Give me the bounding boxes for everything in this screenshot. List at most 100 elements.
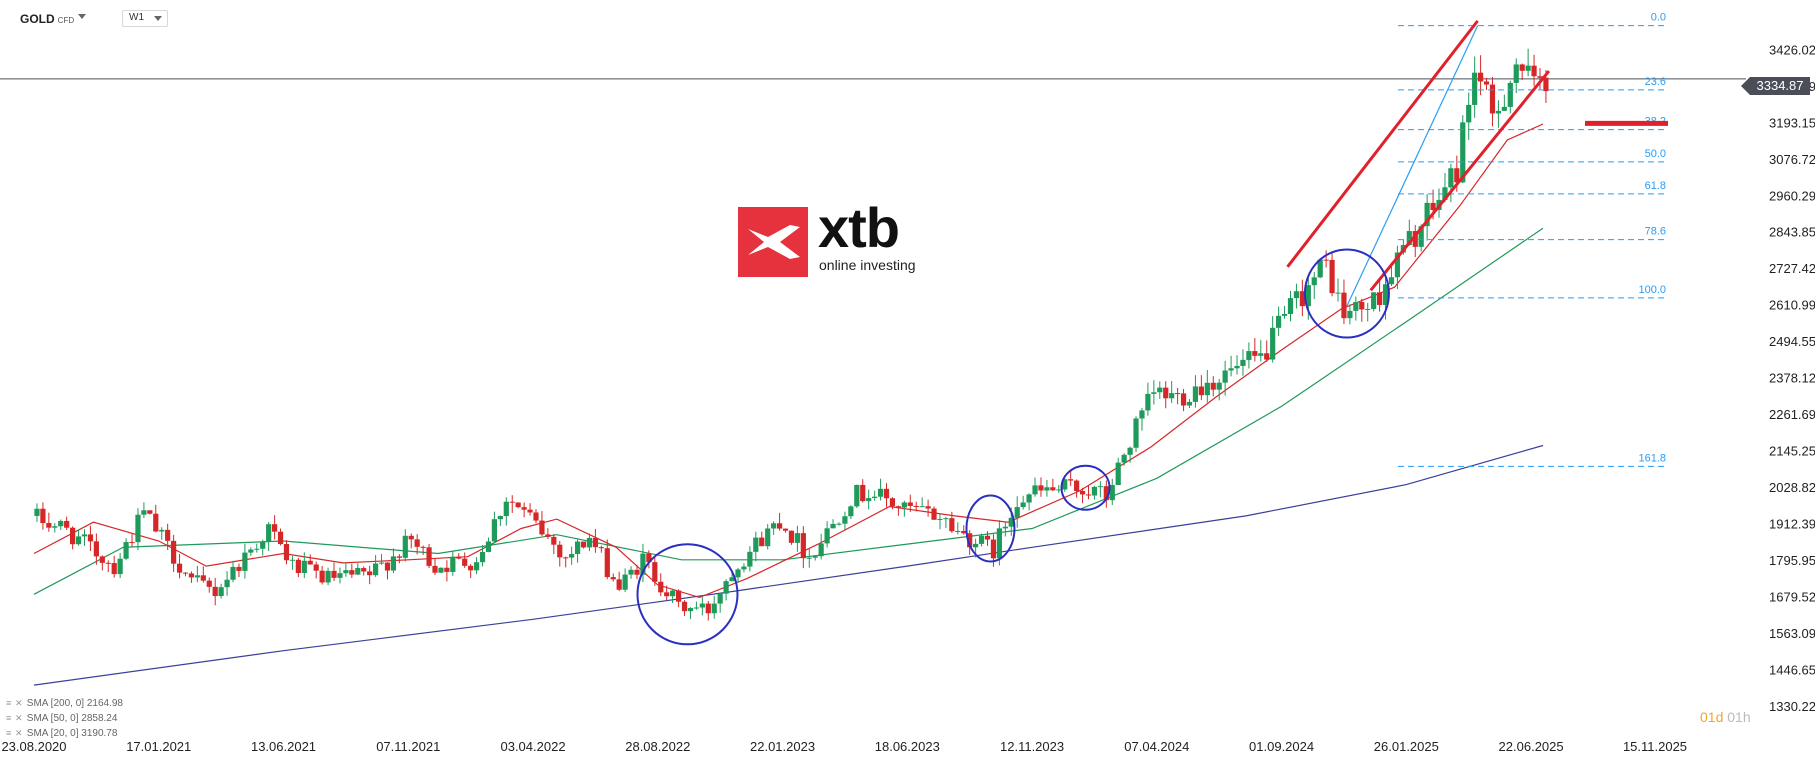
candle-body: [872, 496, 878, 499]
candle-body: [468, 565, 474, 571]
candle-body: [1543, 77, 1549, 92]
candle-body: [509, 501, 515, 503]
candle-body: [444, 567, 450, 572]
candle-body: [230, 566, 236, 580]
x-tick-label: 22.06.2025: [1499, 739, 1564, 754]
indicator-sma50[interactable]: ≡ ✕ SMA [50, 0] 2858.24: [6, 711, 123, 726]
candle-body: [105, 562, 111, 564]
symbol-suffix: CFD: [57, 16, 75, 25]
candle-body: [741, 566, 747, 570]
candle-body: [699, 603, 705, 608]
candle-body: [289, 559, 296, 561]
candle-body: [824, 528, 830, 544]
candle-body: [640, 553, 646, 575]
settings-icon[interactable]: ≡: [6, 728, 12, 738]
y-tick-label: 2494.55: [1769, 334, 1815, 349]
candle-body: [473, 562, 480, 571]
candle-body: [1305, 285, 1311, 307]
chevron-down-icon[interactable]: [78, 14, 86, 19]
y-tick-label: 2960.29: [1769, 188, 1815, 203]
candle-body: [266, 524, 272, 542]
chart-toolbar: GOLD CFD W1: [0, 0, 300, 36]
candle-body: [1430, 202, 1436, 211]
candle-body: [533, 512, 539, 521]
candle-body: [877, 488, 884, 497]
close-icon[interactable]: ✕: [15, 728, 23, 738]
y-tick-label: 1330.22: [1769, 699, 1815, 714]
candle-body: [372, 563, 379, 576]
candle-body: [1198, 386, 1204, 396]
symbol-selector[interactable]: GOLD CFD: [20, 12, 74, 26]
candle-body: [343, 570, 349, 574]
candle-body: [1317, 259, 1323, 278]
x-tick-label: 07.04.2024: [1124, 739, 1189, 754]
candle-body: [87, 534, 94, 542]
candle-body: [1531, 65, 1537, 77]
candle-body: [1347, 310, 1353, 319]
x-tick-label: 23.08.2020: [1, 739, 66, 754]
close-icon[interactable]: ✕: [15, 698, 23, 708]
candle-body: [634, 569, 640, 575]
candle-body: [147, 510, 153, 514]
candle-body: [479, 551, 486, 563]
y-tick-label: 1563.09: [1769, 626, 1815, 641]
candle-body: [854, 484, 860, 507]
candle-body: [1299, 291, 1305, 307]
candle-body: [200, 575, 206, 581]
candle-body: [1163, 387, 1169, 399]
candle-body: [1079, 491, 1086, 495]
candle-body: [907, 502, 913, 506]
candle-body: [355, 568, 361, 575]
channel-line: [1286, 19, 1479, 268]
candle-body: [254, 548, 260, 550]
candle-body: [58, 520, 64, 527]
candle-body: [206, 580, 212, 587]
highlight-circle: [965, 494, 1016, 563]
candle-body: [687, 608, 694, 612]
timeframe-select[interactable]: W1: [122, 10, 168, 27]
candle-body: [848, 506, 854, 517]
candle-body: [765, 528, 771, 547]
candle-body: [384, 562, 391, 571]
candle-body: [64, 520, 70, 528]
candle-body: [1246, 351, 1252, 360]
candle-body: [1050, 487, 1056, 491]
fib-level-label: 23.6: [1645, 76, 1666, 88]
sma20-line: [33, 123, 1544, 599]
candle-body: [842, 516, 848, 524]
candle-body: [117, 558, 123, 575]
candle-body: [521, 507, 527, 510]
candle-body: [159, 529, 165, 532]
candle-body: [1258, 353, 1264, 356]
candle-body: [456, 556, 462, 559]
candle-body: [943, 518, 949, 520]
indicator-sma200[interactable]: ≡ ✕ SMA [200, 0] 2164.98: [6, 696, 123, 711]
candle-body: [1091, 486, 1098, 496]
candle-body: [1038, 485, 1044, 491]
x-tick-label: 22.01.2023: [750, 739, 815, 754]
candle-body: [99, 556, 105, 563]
candle-body: [1026, 494, 1032, 503]
candle-body: [1335, 292, 1341, 294]
indicator-sma20[interactable]: ≡ ✕ SMA [20, 0] 3190.78: [6, 726, 123, 741]
candle-body: [836, 523, 842, 525]
candle-body: [349, 570, 355, 575]
settings-icon[interactable]: ≡: [6, 713, 12, 723]
candle-body: [776, 523, 783, 529]
candle-body: [420, 546, 426, 548]
settings-icon[interactable]: ≡: [6, 698, 12, 708]
y-tick-label: 2610.99: [1769, 298, 1815, 313]
candle-body: [1287, 298, 1294, 314]
candle-body: [592, 537, 599, 548]
y-tick-label: 2727.42: [1769, 261, 1815, 276]
candle-body: [438, 567, 444, 573]
candle-body: [515, 502, 521, 508]
candles: [34, 48, 1549, 621]
candle-body: [937, 518, 943, 520]
candle-body: [1281, 313, 1288, 316]
logo-tagline: online investing: [819, 257, 916, 273]
x-tick-label: 18.06.2023: [875, 739, 940, 754]
candle-body: [1359, 301, 1365, 310]
close-icon[interactable]: ✕: [15, 713, 23, 723]
